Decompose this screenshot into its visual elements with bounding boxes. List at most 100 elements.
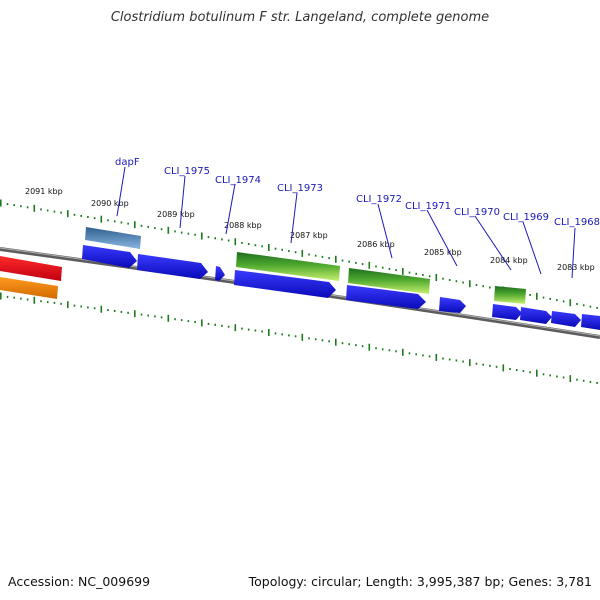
- feature-red: [0, 256, 62, 281]
- minor-tick: [13, 296, 15, 299]
- minor-tick: [140, 313, 143, 316]
- minor-tick: [395, 350, 397, 353]
- kbp-label: 2085 kbp: [424, 248, 462, 257]
- minor-tick: [348, 260, 350, 263]
- minor-tick: [549, 374, 551, 377]
- minor-tick: [321, 255, 324, 258]
- minor-tick: [308, 337, 310, 340]
- major-tick: [67, 301, 69, 309]
- minor-tick: [408, 271, 411, 274]
- major-tick: [201, 232, 203, 240]
- kbp-label: 2086 kbp: [357, 240, 395, 249]
- minor-tick: [328, 257, 330, 260]
- feature-green: [348, 268, 430, 294]
- minor-tick: [415, 353, 417, 356]
- minor-tick: [73, 213, 76, 216]
- minor-tick: [227, 325, 230, 328]
- minor-tick: [328, 340, 330, 343]
- major-tick: [67, 210, 69, 218]
- minor-tick: [120, 310, 123, 313]
- kbp-label: 2084 kbp: [490, 256, 528, 265]
- major-tick: [536, 369, 538, 377]
- major-tick: [368, 261, 371, 269]
- minor-tick: [221, 324, 223, 327]
- minor-tick: [294, 251, 297, 254]
- major-tick: [33, 296, 36, 304]
- major-tick: [569, 375, 572, 383]
- minor-tick: [556, 375, 558, 378]
- minor-tick: [341, 259, 344, 262]
- gene-label-dapF: dapF: [115, 157, 140, 168]
- minor-tick: [288, 250, 290, 252]
- minor-tick: [6, 203, 9, 206]
- minor-tick: [261, 245, 263, 248]
- major-tick: [502, 364, 505, 372]
- major-tick: [234, 324, 237, 332]
- minor-tick: [107, 309, 109, 312]
- major-tick: [569, 299, 572, 307]
- minor-tick: [589, 305, 592, 308]
- feature-arrow-blue: [551, 311, 581, 327]
- minor-tick: [60, 302, 62, 305]
- minor-tick: [227, 239, 230, 242]
- minor-tick: [314, 338, 317, 341]
- minor-tick: [194, 321, 196, 323]
- minor-tick: [288, 334, 290, 337]
- minor-tick: [582, 379, 585, 382]
- minor-tick: [542, 296, 545, 299]
- minor-tick: [80, 214, 82, 217]
- feature-green: [494, 286, 526, 304]
- minor-tick: [281, 248, 283, 251]
- gene-label-cli-1969: CLI_1969: [503, 212, 549, 223]
- minor-tick: [395, 269, 397, 272]
- major-tick: [435, 353, 438, 361]
- minor-tick: [455, 359, 458, 362]
- gene-label-cli-1974: CLI_1974: [215, 175, 261, 186]
- major-tick: [234, 238, 237, 246]
- minor-tick: [475, 283, 478, 286]
- major-tick: [134, 310, 136, 318]
- minor-tick: [489, 364, 491, 367]
- minor-tick: [415, 272, 417, 275]
- minor-tick: [254, 244, 257, 247]
- kbp-label: 2088 kbp: [224, 221, 262, 230]
- minor-tick: [596, 382, 598, 384]
- minor-tick: [113, 310, 116, 312]
- minor-tick: [274, 332, 277, 335]
- minor-tick: [20, 297, 22, 300]
- minor-tick: [515, 369, 518, 371]
- minor-tick: [455, 280, 458, 283]
- major-tick: [167, 314, 170, 322]
- major-tick: [268, 244, 270, 251]
- minor-tick: [428, 275, 431, 278]
- minor-tick: [160, 228, 163, 231]
- minor-tick: [180, 319, 183, 322]
- minor-tick: [241, 327, 243, 330]
- accession-label: Accession: NC_009699: [8, 574, 151, 589]
- minor-tick: [355, 261, 357, 264]
- minor-tick: [107, 219, 109, 222]
- major-tick: [335, 255, 337, 263]
- feature-arrow-blue: [346, 285, 426, 309]
- minor-tick: [154, 315, 156, 318]
- minor-tick: [462, 360, 464, 363]
- minor-tick: [422, 274, 424, 276]
- minor-tick: [294, 335, 297, 338]
- minor-tick: [194, 233, 196, 236]
- feature-arrow-blue: [234, 270, 336, 298]
- forward-cds-track: [82, 245, 600, 330]
- minor-tick: [482, 363, 484, 366]
- minor-tick: [120, 221, 123, 224]
- minor-tick: [321, 339, 324, 342]
- major-tick: [167, 226, 170, 234]
- minor-tick: [154, 227, 156, 230]
- minor-tick: [207, 322, 210, 325]
- upper-tick-ring: [0, 199, 598, 309]
- minor-tick: [381, 348, 384, 351]
- minor-tick: [529, 371, 531, 374]
- minor-tick: [576, 303, 578, 305]
- feature-steelblue: [85, 227, 141, 249]
- major-tick: [335, 338, 337, 346]
- minor-tick: [26, 298, 29, 301]
- minor-tick: [422, 354, 424, 357]
